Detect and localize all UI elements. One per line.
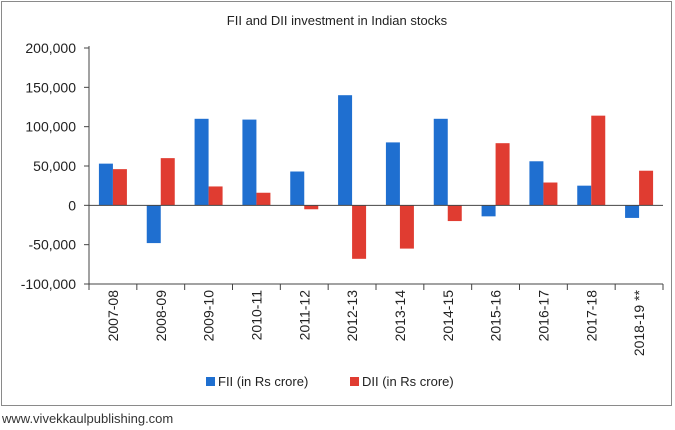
y-tick-label: 200,000	[25, 40, 76, 56]
legend-dii-swatch	[350, 377, 359, 386]
dii-bar	[447, 205, 462, 222]
dii-bar	[399, 205, 414, 249]
legend-dii-label: DII (in Rs crore)	[362, 374, 454, 389]
fii-bar	[290, 171, 305, 206]
dii-bar	[160, 158, 175, 206]
y-tick-label: -50,000	[29, 237, 77, 253]
category-label: 2016-17	[535, 290, 551, 342]
y-tick-label: 0	[68, 197, 76, 213]
category-label: 2013-14	[392, 290, 408, 342]
fii-bar	[625, 205, 640, 218]
category-label: 2017-18	[583, 290, 599, 342]
y-tick-label: 150,000	[25, 79, 76, 95]
y-tick-label: -100,000	[21, 276, 76, 292]
category-label: 2007-08	[105, 290, 121, 342]
dii-bar	[591, 115, 606, 206]
fii-bar	[481, 205, 496, 217]
category-label: 2009-10	[201, 290, 217, 342]
category-label: 2008-09	[153, 290, 169, 342]
y-tick-label: 100,000	[25, 119, 76, 135]
chart-title: FII and DII investment in Indian stocks	[227, 13, 448, 28]
fii-bar	[529, 161, 544, 206]
footer-url: www.vivekkaulpublishing.com	[2, 411, 174, 426]
legend-fii-swatch	[206, 377, 215, 386]
dii-bar	[112, 169, 127, 206]
legend-fii-label: FII (in Rs crore)	[218, 374, 308, 389]
fii-bar	[98, 163, 113, 206]
category-label: 2012-13	[344, 290, 360, 342]
dii-bar	[543, 182, 558, 206]
dii-bar	[256, 192, 271, 206]
fii-bar	[242, 119, 257, 206]
y-tick-label: 50,000	[33, 158, 76, 174]
category-label: 2011-12	[296, 290, 312, 341]
dii-bar	[352, 205, 367, 259]
chart-frame	[1, 1, 672, 406]
fii-bar	[577, 185, 592, 206]
fii-bar	[194, 118, 209, 206]
category-label: 2018-19 **	[631, 289, 647, 356]
fii-bar	[146, 205, 161, 244]
category-label: 2015-16	[488, 290, 504, 342]
dii-bar	[304, 205, 319, 210]
category-label: 2010-11	[248, 290, 264, 341]
fii-bar	[385, 142, 400, 206]
fii-bar	[338, 95, 353, 206]
dii-bar	[639, 170, 654, 206]
category-label: 2014-15	[440, 290, 456, 342]
dii-bar	[208, 186, 223, 206]
dii-bar	[495, 143, 510, 206]
fii-bar	[433, 118, 448, 206]
bar-chart: FII and DII investment in Indian stocks -…	[21, 13, 664, 389]
